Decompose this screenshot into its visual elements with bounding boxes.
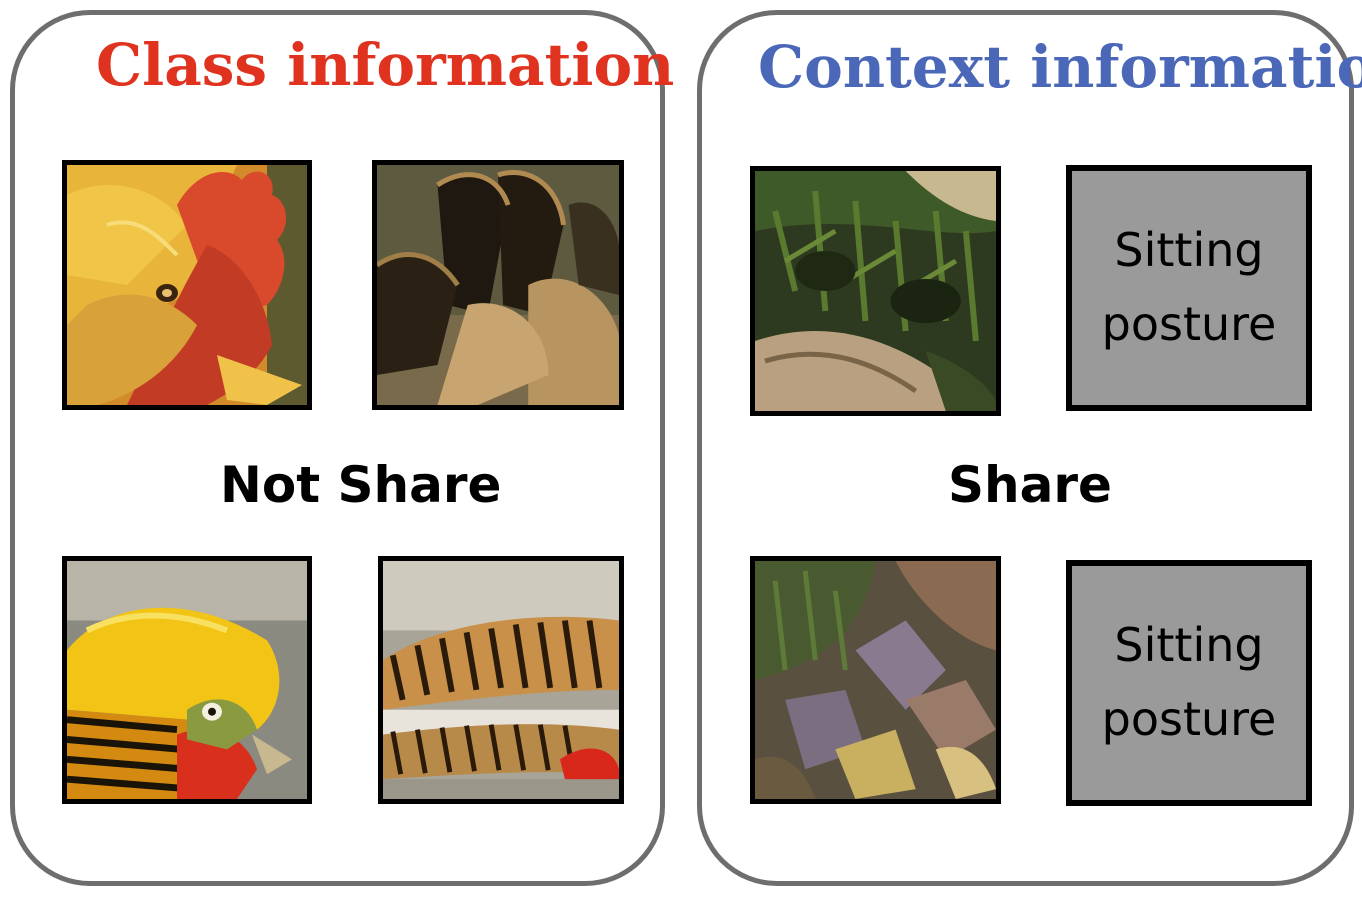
golden-pheasant-head-image — [62, 556, 312, 804]
striped-feathers-image — [378, 556, 624, 804]
posture-line-2: posture — [1101, 692, 1277, 746]
share-label: Share — [948, 456, 1112, 514]
fallen-leaves-image — [750, 556, 1001, 804]
dark-feathers-image — [372, 160, 624, 410]
sitting-posture-box: Sitting posture — [1066, 560, 1312, 806]
posture-line-1: Sitting — [1114, 223, 1264, 278]
not-share-label: Not Share — [220, 456, 502, 514]
rooster-head-image — [62, 160, 312, 410]
grass-background-image — [750, 166, 1001, 416]
posture-line-2: posture — [1101, 297, 1277, 351]
posture-line-1: Sitting — [1114, 618, 1264, 673]
class-information-title: Class information — [96, 31, 675, 99]
sitting-posture-box: Sitting posture — [1066, 165, 1312, 411]
context-information-title: Context information — [758, 33, 1362, 101]
